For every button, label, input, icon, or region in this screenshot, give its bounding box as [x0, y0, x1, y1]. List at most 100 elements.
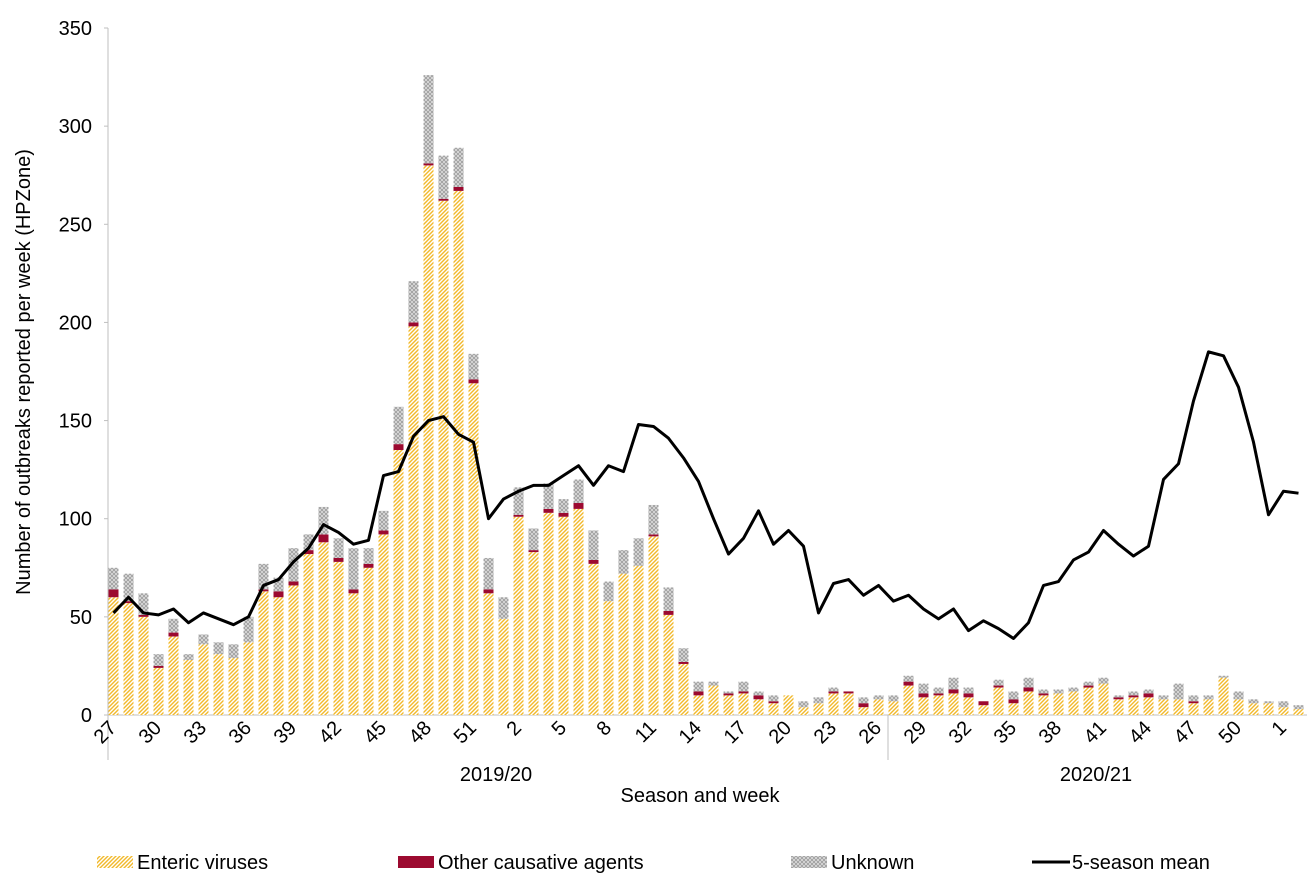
bar-segment: [828, 693, 839, 715]
bar-segment: [753, 699, 764, 715]
bar-segment: [423, 75, 434, 164]
bar-segment: [198, 644, 209, 715]
bar-segment: [183, 654, 194, 661]
bar-segment: [633, 565, 644, 715]
bar-segment: [1128, 695, 1139, 698]
bar-segment: [273, 597, 284, 715]
bar-segment: [243, 616, 254, 643]
bar-segment: [528, 550, 539, 553]
y-tick-label: 350: [59, 18, 92, 40]
y-axis-title: Number of outbreaks reported per week (H…: [13, 149, 35, 595]
bar-segment: [483, 557, 494, 590]
bar-segment: [1233, 699, 1244, 715]
bar-segment: [573, 503, 584, 509]
bar-segment: [168, 618, 179, 633]
bar-segment: [1068, 687, 1079, 692]
bar-segment: [393, 406, 404, 445]
bar-segment: [963, 687, 974, 694]
bar-segment: [708, 681, 719, 686]
y-tick-label: 100: [59, 509, 92, 531]
bar-segment: [873, 695, 884, 700]
bar-segment: [633, 538, 644, 566]
x-tick-label: 20: [765, 717, 796, 748]
bar-segment: [963, 697, 974, 715]
legend-item: 5-season mean: [1032, 852, 1210, 874]
bar-segment: [378, 534, 389, 715]
x-tick-label: 45: [360, 717, 391, 748]
bar-segment: [108, 597, 119, 715]
bar-segment: [918, 697, 929, 715]
bar-segment: [618, 550, 629, 574]
bar-segment: [138, 614, 149, 617]
bar-segment: [1098, 677, 1109, 684]
bar-segment: [948, 689, 959, 694]
bar-segment: [663, 587, 674, 611]
bar-segment: [153, 654, 164, 666]
bar-segment: [978, 701, 989, 706]
legend-item: Enteric viruses: [97, 852, 268, 874]
bar-segment: [738, 693, 749, 715]
x-tick-label: 39: [270, 717, 301, 748]
bar-segment: [333, 538, 344, 558]
bar-segment: [1173, 683, 1184, 700]
y-tick-label: 200: [59, 312, 92, 334]
bar-segment: [468, 379, 479, 384]
bar-segment: [123, 573, 134, 602]
bar-segment: [1218, 677, 1229, 715]
bar-segment: [1278, 701, 1289, 708]
bar-segment: [648, 534, 659, 537]
bar-segment: [1188, 703, 1199, 715]
bar-segment: [588, 559, 599, 564]
x-tick-label: 23: [810, 717, 841, 748]
bar-segment: [288, 548, 299, 582]
bar-segment: [918, 693, 929, 698]
bar-segment: [513, 487, 524, 515]
bar-segment: [993, 685, 1004, 688]
bar-segment: [588, 563, 599, 715]
bar-segment: [723, 691, 734, 694]
x-tick-label: 41: [1080, 717, 1111, 748]
bar-segment: [123, 603, 134, 715]
bar-segment: [903, 675, 914, 682]
bar-segment: [678, 663, 689, 715]
bar-segment: [1023, 691, 1034, 715]
bar-segment: [1008, 691, 1019, 700]
bar-segment: [873, 699, 884, 715]
bar-segment: [1143, 697, 1154, 715]
y-tick-label: 50: [70, 607, 92, 629]
bar-segment: [288, 585, 299, 715]
bar-segment: [1188, 701, 1199, 704]
bar-segment: [1083, 681, 1094, 686]
bar-segment: [993, 679, 1004, 686]
bar-segment: [213, 642, 224, 655]
bar-segment: [348, 593, 359, 715]
bar-segment: [1233, 691, 1244, 700]
bar-segment: [888, 695, 899, 702]
bar-segment: [678, 648, 689, 663]
bar-segment: [948, 693, 959, 715]
bar-segment: [723, 695, 734, 715]
bar-segment: [393, 444, 404, 451]
bar-segment: [168, 636, 179, 715]
bar-segment: [138, 593, 149, 615]
bar-segment: [318, 542, 329, 715]
bar-segment: [768, 695, 779, 702]
bar-segment: [528, 528, 539, 551]
x-tick-label: 32: [945, 717, 976, 748]
bar-segment: [528, 552, 539, 715]
legend-label: Other causative agents: [438, 852, 644, 874]
bar-segment: [408, 281, 419, 323]
bar-segment: [828, 691, 839, 694]
bar-segment: [198, 634, 209, 645]
bar-segment: [438, 155, 449, 199]
bar-segment: [273, 591, 284, 598]
x-tick-label: 5: [548, 717, 571, 740]
bar-segment: [918, 683, 929, 694]
group-label: 2019/20: [460, 764, 532, 786]
bar-segment: [678, 662, 689, 664]
bar-segment: [333, 561, 344, 715]
bar-segment: [558, 512, 569, 517]
bar-segment: [738, 681, 749, 692]
bar-segment: [723, 693, 734, 696]
group-label: 2020/21: [1060, 764, 1132, 786]
